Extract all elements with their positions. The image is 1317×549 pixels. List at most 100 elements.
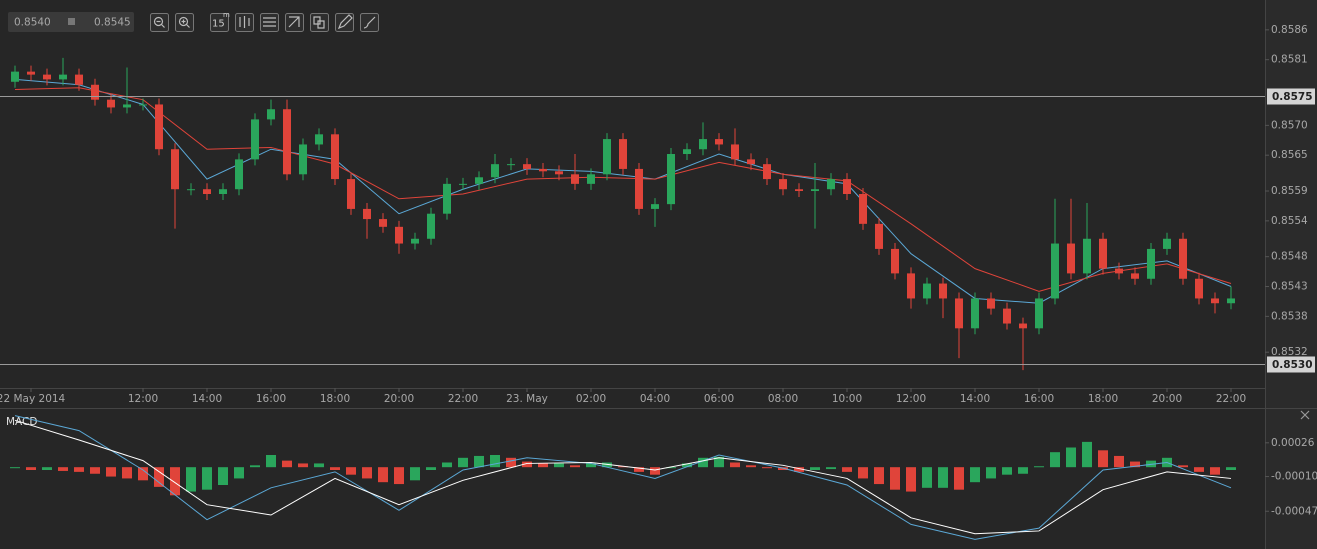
candle-body: [315, 134, 323, 145]
candle-body: [923, 283, 931, 299]
candle-body: [379, 219, 387, 227]
candle-body: [219, 189, 227, 194]
indicator-line: [14, 415, 1232, 540]
histogram-bar: [874, 467, 884, 485]
y-tick-label: 0.8548: [1271, 251, 1308, 263]
candle-body: [1051, 243, 1059, 299]
level-label-box: [1267, 88, 1315, 105]
histogram-bar: [938, 467, 948, 488]
candle-body: [459, 183, 467, 185]
candle-body: [747, 159, 755, 165]
histogram-bar: [122, 467, 132, 479]
candle-body: [107, 99, 115, 108]
candle-body: [75, 74, 83, 85]
timeframe: 15: [212, 19, 225, 30]
histogram-bar: [1034, 466, 1044, 468]
histogram-bar: [1098, 450, 1108, 468]
candle-body: [1099, 238, 1107, 269]
x-tick-label: 20:00: [1152, 393, 1182, 405]
zoom-in-icon: [178, 16, 189, 27]
histogram-bar: [474, 455, 484, 468]
candle-body: [811, 189, 819, 192]
histogram-bar: [218, 467, 228, 485]
histogram-bar: [394, 467, 404, 485]
candle-body: [1067, 243, 1075, 274]
x-tick-label: 04:00: [640, 393, 670, 405]
candle-body: [875, 223, 883, 249]
zoom-in-icon: [186, 24, 190, 28]
histogram-bar: [762, 467, 772, 469]
x-tick-label: 08:00: [768, 393, 798, 405]
histogram-bar: [1082, 441, 1092, 468]
compare-icon: [313, 16, 325, 29]
histogram-bar: [314, 463, 324, 468]
x-tick-label: 22 May 2014: [0, 393, 66, 405]
draw-line-button[interactable]: [285, 13, 304, 32]
candle-body: [891, 248, 899, 274]
histogram-bar: [1114, 455, 1124, 468]
histogram-bar: [1002, 467, 1012, 475]
candle-body: [1179, 238, 1187, 279]
candle-body: [587, 174, 595, 184]
candle-body: [827, 179, 835, 190]
histogram-bar: [490, 455, 500, 468]
histogram-bar: [298, 463, 308, 468]
histogram-bar: [42, 467, 52, 470]
histogram-bar: [266, 455, 276, 468]
candle-body: [347, 179, 355, 209]
candle-body: [203, 189, 211, 194]
histogram-bar: [506, 457, 516, 468]
histogram-bar: [1178, 465, 1188, 468]
candle-body: [1131, 273, 1139, 279]
histogram-bar: [906, 467, 916, 492]
y-tick-label: -0.00047: [1271, 505, 1317, 517]
histogram-bar: [666, 467, 676, 469]
x-tick-label: 23. May: [506, 393, 548, 405]
candle-body: [1227, 298, 1235, 304]
zoom-in-button[interactable]: [175, 13, 194, 32]
indicator-line: [14, 78, 1232, 304]
candle-body: [251, 119, 259, 160]
axis-panel: [1265, 0, 1317, 549]
histogram-bar: [410, 467, 420, 481]
close-indicator-button[interactable]: [1300, 410, 1310, 420]
histogram-bar: [538, 463, 548, 468]
histogram-bar: [26, 467, 36, 470]
histogram-bar: [74, 467, 84, 472]
candle-body: [907, 273, 915, 299]
histogram-bar: [634, 467, 644, 472]
timeframe-button[interactable]: [210, 13, 229, 32]
candle-body: [475, 177, 483, 184]
candle-body: [11, 71, 19, 82]
candle-body: [283, 109, 291, 175]
x-tick-label: 18:00: [1088, 393, 1118, 405]
candle-body: [731, 144, 739, 160]
histogram-bar: [378, 467, 388, 483]
candle-body: [843, 179, 851, 194]
x-tick-label: 10:00: [832, 393, 862, 405]
histogram-bar: [1066, 447, 1076, 468]
x-tick-label: 20:00: [384, 393, 414, 405]
histogram-bar: [330, 467, 340, 470]
candle-body: [555, 171, 563, 175]
histogram-bar: [986, 467, 996, 479]
candle-body: [859, 194, 867, 224]
y-tick-label: 0.8565: [1271, 149, 1308, 161]
histogram-bar: [90, 467, 100, 474]
histogram-bar: [170, 467, 180, 496]
candle-body: [635, 168, 643, 209]
histogram-bar: [1050, 452, 1060, 468]
candle-body: [443, 183, 451, 214]
candle-body: [1115, 268, 1123, 274]
zoom-out-button[interactable]: [150, 13, 169, 32]
candle-body: [27, 71, 35, 75]
candle-body: [651, 204, 659, 209]
timeframe-unit: m: [223, 11, 230, 19]
x-tick-label: 22:00: [1216, 393, 1246, 405]
y-tick-label: 0.8538: [1271, 310, 1308, 322]
candle-body: [155, 104, 163, 150]
histogram-bar: [58, 467, 68, 471]
histogram-bar: [810, 467, 820, 470]
zoom-out-icon: [153, 16, 164, 27]
histogram-bar: [1018, 467, 1028, 474]
